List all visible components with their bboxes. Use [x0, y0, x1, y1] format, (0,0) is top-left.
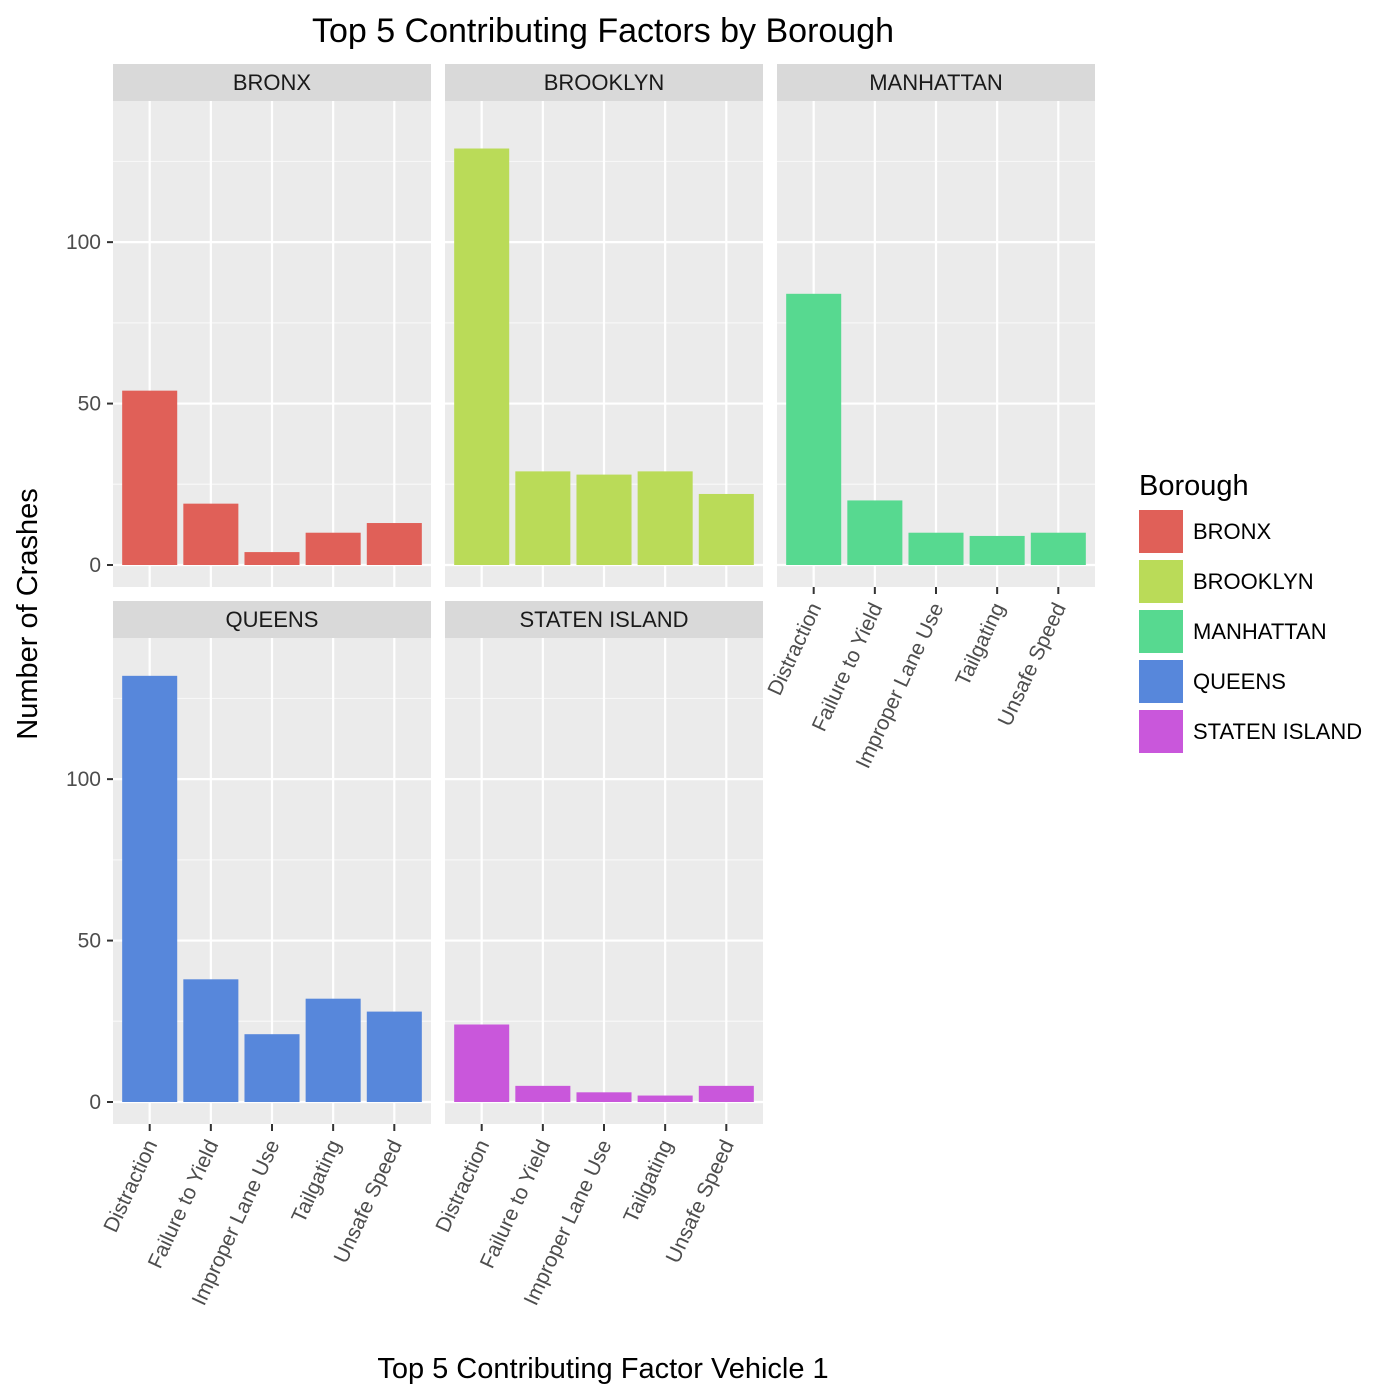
- bar-manhattan-tailgating: [969, 535, 1025, 565]
- bar-brooklyn-improper-lane-use: [576, 474, 632, 565]
- bar-queens-failure-to-yield: [183, 979, 239, 1102]
- facet-panel-brooklyn: BROOKLYN: [445, 64, 763, 587]
- legend: Borough BRONX BROOKLYN MANHATTAN QUEENS STAT…: [1139, 470, 1362, 753]
- chart-title: Top 5 Contributing Factors by Borough: [312, 12, 894, 50]
- x-tick-label: Unsafe Speed: [994, 599, 1071, 729]
- facet-strip: [113, 601, 431, 638]
- legend-label-brooklyn: BROOKLYN: [1193, 569, 1314, 594]
- bar-brooklyn-distraction: [454, 148, 510, 565]
- legend-label-manhattan: MANHATTAN: [1193, 619, 1327, 644]
- facet-strip: [777, 64, 1095, 101]
- bar-bronx-unsafe-speed: [366, 523, 422, 565]
- bar-brooklyn-failure-to-yield: [515, 471, 571, 565]
- bar-manhattan-improper-lane-use: [908, 532, 964, 565]
- legend-title: Borough: [1139, 470, 1249, 502]
- bar-queens-distraction: [122, 675, 178, 1102]
- y-tick-label: 0: [89, 1091, 101, 1114]
- bar-manhattan-unsafe-speed: [1030, 532, 1086, 565]
- x-tick-label: Tailgating: [287, 1136, 345, 1226]
- x-tick-label: Distraction: [99, 1136, 162, 1236]
- x-tick-label: Distraction: [763, 599, 826, 699]
- facet-strip: [445, 601, 763, 638]
- y-tick-label: 100: [66, 231, 101, 254]
- bar-queens-unsafe-speed: [366, 1011, 422, 1102]
- legend-label-bronx: BRONX: [1193, 519, 1272, 544]
- x-tick-label: Unsafe Speed: [330, 1136, 407, 1266]
- bar-staten-island-failure-to-yield: [515, 1085, 571, 1102]
- bar-staten-island-improper-lane-use: [576, 1092, 632, 1102]
- y-tick-label: 50: [78, 393, 101, 416]
- facet-strip: [113, 64, 431, 101]
- y-axis-title: Number of Crashes: [12, 488, 44, 739]
- legend-label-queens: QUEENS: [1193, 669, 1286, 694]
- legend-key-queens: [1139, 660, 1183, 703]
- bar-queens-tailgating: [305, 998, 361, 1102]
- bar-queens-improper-lane-use: [244, 1034, 300, 1102]
- facet-strip-label: BRONX: [233, 70, 312, 95]
- legend-key-staten-island: [1139, 710, 1183, 753]
- y-tick-label: 100: [66, 768, 101, 791]
- bar-brooklyn-unsafe-speed: [698, 493, 754, 565]
- bar-staten-island-distraction: [454, 1024, 510, 1102]
- x-tick-label: Unsafe Speed: [662, 1136, 739, 1266]
- x-tick-label: Distraction: [431, 1136, 494, 1236]
- legend-key-brooklyn: [1139, 560, 1183, 603]
- facet-strip: [445, 64, 763, 101]
- x-tick-label: Tailgating: [619, 1136, 677, 1226]
- y-tick-label: 0: [89, 554, 101, 577]
- x-axis-title: Top 5 Contributing Factor Vehicle 1: [377, 1353, 828, 1385]
- bar-bronx-failure-to-yield: [183, 503, 239, 565]
- facet-strip-label: MANHATTAN: [869, 70, 1003, 95]
- bar-bronx-improper-lane-use: [244, 552, 300, 565]
- x-tick-label: Tailgating: [951, 599, 1009, 689]
- facet-strip-label: QUEENS: [226, 607, 319, 632]
- bar-staten-island-unsafe-speed: [698, 1085, 754, 1102]
- bar-staten-island-tailgating: [637, 1095, 693, 1102]
- bar-bronx-tailgating: [305, 532, 361, 565]
- legend-key-bronx: [1139, 510, 1183, 553]
- facet-panel-bronx: BRONX 0 50 100: [66, 64, 431, 587]
- bar-bronx-distraction: [122, 390, 178, 565]
- legend-label-staten-island: STATEN ISLAND: [1193, 719, 1362, 744]
- facet-strip-label: STATEN ISLAND: [519, 607, 688, 632]
- facet-strip-label: BROOKLYN: [544, 70, 665, 95]
- bar-brooklyn-tailgating: [637, 471, 693, 565]
- legend-key-manhattan: [1139, 610, 1183, 653]
- y-tick-label: 50: [78, 930, 101, 953]
- bar-manhattan-failure-to-yield: [847, 500, 903, 565]
- bar-manhattan-distraction: [786, 293, 842, 565]
